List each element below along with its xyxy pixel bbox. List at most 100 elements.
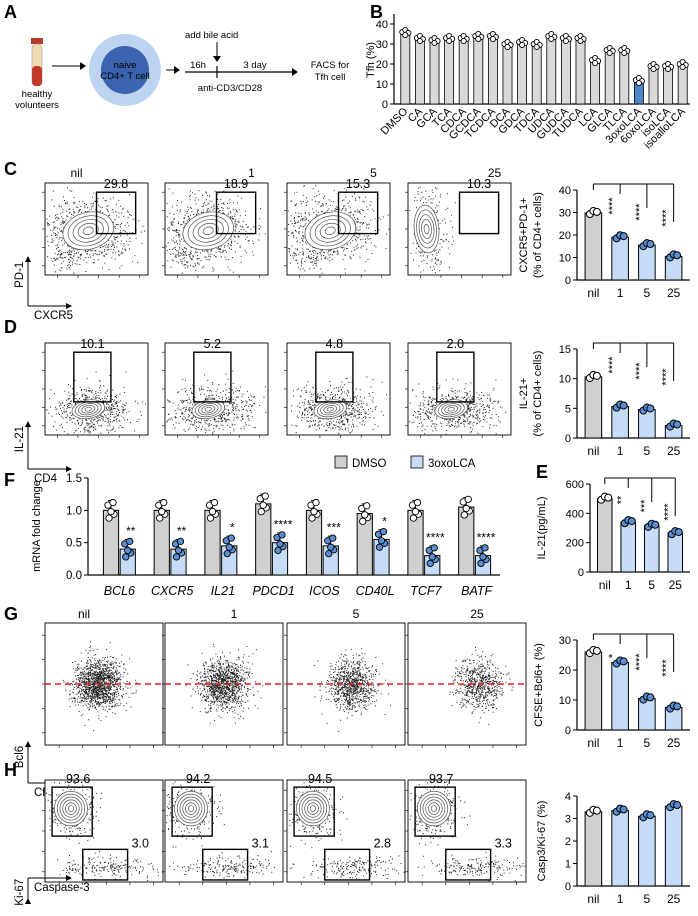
panel-b-dot (402, 31, 409, 39)
panel-h-gate-top-value: 94.5 (308, 772, 332, 786)
panel-d-gate (193, 351, 232, 403)
panel-g-condition-label: 25 (470, 607, 484, 621)
panel-e-bar-sig-label: **** (662, 503, 674, 521)
panel-c-flow-5: 515.3 (284, 166, 391, 278)
panel-g-bar-ytick-label: 0 (565, 725, 571, 737)
panel-h-bar-xtick-label: 5 (644, 892, 651, 906)
panel-g-plot-frame (407, 622, 527, 746)
panel-d-axes-key: IL-21 CD4 (14, 421, 72, 485)
arrowhead-bile (213, 56, 221, 62)
panel-c-bar-ytick-label: 30 (559, 208, 571, 220)
panel-c-events (288, 185, 390, 272)
panel-d-events (409, 378, 507, 435)
panel-b-dot (665, 65, 672, 73)
panel-b-bar-TLCA (619, 51, 630, 105)
panel-d-events (166, 370, 267, 435)
panel-d-bar-ytick-label: 15 (559, 344, 571, 356)
panel-b: B Tfh (%) (365, 2, 383, 78)
panel-h-bar-xtick-label: 1 (617, 892, 624, 906)
panel-d: D (4, 317, 17, 337)
panel-c-events (409, 186, 461, 274)
panel-c-bar-sig-label: **** (634, 203, 646, 221)
panel-b-bar-TCDCA (487, 37, 498, 105)
panel-b-bar-isoLCA (663, 67, 674, 105)
cell-label-2: CD4+ T cell (100, 71, 150, 82)
panel-letter-d: D (4, 317, 17, 337)
panel-e-bar-ylabel: IL-21(pg/mL) (536, 497, 548, 560)
panel-c-bar-dot (646, 240, 655, 249)
panel-letter-g: G (4, 604, 18, 624)
panel-b-dot (533, 43, 540, 51)
panel-b-bar-CDCA (458, 39, 469, 105)
panel-d-gate-value: 4.8 (326, 337, 343, 351)
panel-b-ytick-label: 10 (376, 79, 388, 91)
panel-g-events (62, 640, 138, 732)
panel-f-dot (257, 507, 265, 516)
panel-d-bar-ytick-label: 10 (559, 374, 571, 386)
panel-g-bar-dot (646, 693, 655, 702)
panel-d-contour (84, 406, 92, 412)
panel-b-bar-TUDCA (575, 39, 586, 105)
panel-f-dot (361, 511, 369, 519)
panel-c-bar-dot (592, 207, 601, 216)
panel-f-ytick-label: 1.0 (66, 505, 82, 517)
panel-d-bar-bar-nil (584, 376, 603, 439)
panel-c-condition-label: nil (70, 166, 82, 180)
panel-e-bar-ytick-label: 0 (578, 567, 584, 579)
panel-f-dot (227, 534, 235, 542)
panel-b-dot (606, 49, 613, 57)
panel-f-dot (223, 550, 231, 558)
panel-b-dot (475, 35, 482, 43)
panel-f-dot (225, 543, 233, 551)
panel-f-dot (460, 511, 468, 519)
panel-f-dot (109, 498, 117, 507)
timeline-arrowhead (292, 68, 298, 76)
panel-f-sig-label: ** (126, 524, 136, 538)
panel-b-bar-DCA (502, 45, 513, 105)
panel-c-condition-label: 1 (248, 166, 255, 180)
panel-f-ytick-label: 0.0 (66, 570, 82, 582)
panel-e-bar-xtick-label: nil (599, 578, 611, 592)
panel-g-bar-bar-5 (638, 698, 656, 731)
panel-f-dot (124, 546, 132, 555)
panel-f-ytick-label: 0.5 (66, 538, 82, 550)
panel-d-flow-1: 5.2 (162, 337, 269, 438)
panel-c-bar-ytick-label: 0 (565, 275, 571, 287)
panel-c-bar-dot (673, 251, 682, 260)
panel-f-dot (208, 507, 217, 516)
panel-f-sig-label: **** (274, 518, 293, 532)
panel-f-dot (160, 498, 168, 507)
panel-e-bar-bar-5 (643, 525, 660, 573)
panel-letter-a: A (4, 2, 17, 22)
blood-tube-icon (31, 38, 43, 87)
panel-f-dot (210, 498, 219, 507)
panel-b-dot (416, 37, 423, 45)
panel-h-bar-ytick-label: 3 (565, 814, 571, 826)
panel-f-ytick-label: 1.5 (66, 473, 82, 485)
panel-e-bar-bar-1 (620, 521, 637, 573)
panel-h-bar-dot (592, 806, 601, 815)
panel-c-bar-xtick-label: 1 (617, 286, 624, 300)
panel-c-contour (82, 226, 94, 235)
panel-h-gate-bottom-value: 3.0 (132, 836, 149, 850)
panel-f-dot (413, 498, 422, 507)
panel-f-dot (126, 537, 134, 546)
panel-h-contour (430, 805, 438, 812)
panel-h-gate-top-value: 93.6 (66, 772, 90, 786)
panel-e-bar-dot (604, 493, 613, 502)
panel-e-bar-sig-label: *** (639, 499, 651, 513)
panel-g-events (449, 646, 514, 725)
panel-b-dot (621, 49, 628, 57)
panel-b-bar-TDCA (531, 45, 542, 105)
panel-f-dot (481, 544, 489, 552)
panel-f-dot (206, 514, 215, 522)
panel-b-dot (446, 37, 453, 45)
panel-h-gate-ki67 (414, 786, 456, 837)
panel-f-dot (308, 514, 316, 522)
panel-h-gate-ki67 (293, 786, 335, 837)
panel-g-bar-ylabel: CFSE+Bcl6+ (%) (533, 643, 545, 727)
panel-f-dot (122, 553, 130, 561)
panel-d-bar-xtick-label: 5 (644, 444, 651, 458)
